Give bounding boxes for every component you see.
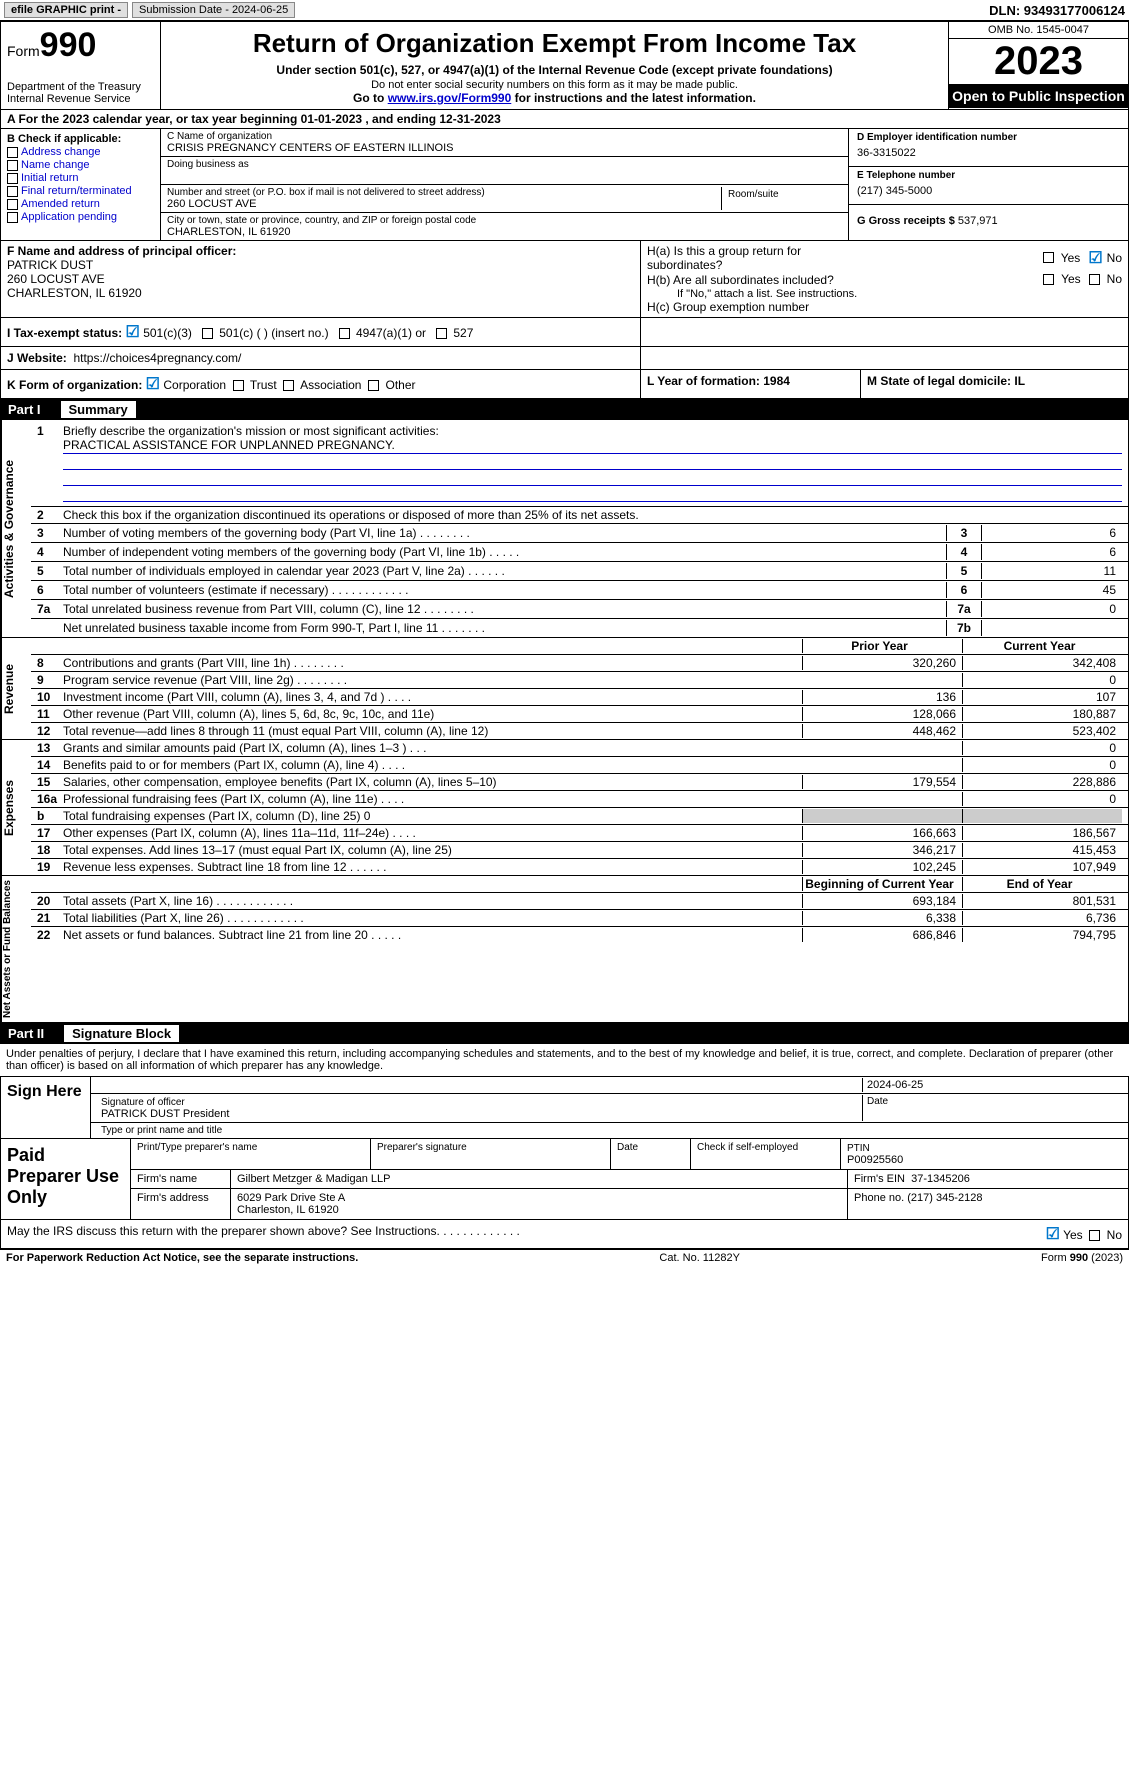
chk-name-change[interactable]: Name change bbox=[7, 159, 154, 171]
paid-preparer-block: Paid Preparer Use Only Print/Type prepar… bbox=[0, 1139, 1129, 1220]
check-icon: ☑ bbox=[1046, 1226, 1060, 1243]
irs-link[interactable]: www.irs.gov/Form990 bbox=[388, 91, 512, 105]
topbar: efile GRAPHIC print - Submission Date - … bbox=[0, 0, 1129, 21]
org-street: 260 LOCUST AVE bbox=[167, 198, 721, 210]
summary-line: 5Total number of individuals employed in… bbox=[31, 561, 1128, 580]
summary-line: 21Total liabilities (Part X, line 26) . … bbox=[31, 909, 1128, 926]
form-header: Form990 Department of the TreasuryIntern… bbox=[0, 21, 1129, 110]
part2-header: Part IISignature Block bbox=[0, 1023, 1129, 1044]
perjury-declaration: Under penalties of perjury, I declare th… bbox=[0, 1044, 1129, 1076]
dept-treasury: Department of the TreasuryInternal Reven… bbox=[7, 81, 154, 105]
firm-ein: 37-1345206 bbox=[911, 1173, 970, 1185]
efile-button[interactable]: efile GRAPHIC print - bbox=[4, 2, 128, 18]
summary-line: 20Total assets (Part X, line 16) . . . .… bbox=[31, 892, 1128, 909]
summary-line: 15Salaries, other compensation, employee… bbox=[31, 773, 1128, 790]
chk-final-return[interactable]: Final return/terminated bbox=[7, 185, 154, 197]
org-name: CRISIS PREGNANCY CENTERS OF EASTERN ILLI… bbox=[167, 142, 842, 154]
chk-amended-return[interactable]: Amended return bbox=[7, 198, 154, 210]
row-a-tax-year: A For the 2023 calendar year, or tax yea… bbox=[0, 110, 1129, 129]
open-to-public: Open to Public Inspection bbox=[949, 84, 1128, 108]
part1-header: Part ISummary bbox=[0, 399, 1129, 420]
website-url[interactable]: https://choices4pregnancy.com/ bbox=[73, 351, 241, 365]
summary-line: 6Total number of volunteers (estimate if… bbox=[31, 580, 1128, 599]
row-k-form-org: K Form of organization: ☑ Corporation Tr… bbox=[0, 370, 1129, 399]
box-d: D Employer identification number 36-3315… bbox=[848, 129, 1128, 240]
chk-address-change[interactable]: Address change bbox=[7, 146, 154, 158]
summary-line: 9Program service revenue (Part VIII, lin… bbox=[31, 671, 1128, 688]
part1-revenue: Revenue Prior YearCurrent Year 8Contribu… bbox=[0, 638, 1129, 740]
row-j-website: J Website: https://choices4pregnancy.com… bbox=[0, 347, 1129, 370]
chk-application-pending[interactable]: Application pending bbox=[7, 211, 154, 223]
check-icon: ☑ bbox=[146, 376, 160, 393]
box-c: C Name of organization CRISIS PREGNANCY … bbox=[161, 129, 848, 240]
tax-year: 2023 bbox=[949, 39, 1128, 84]
mission-text: PRACTICAL ASSISTANCE FOR UNPLANNED PREGN… bbox=[63, 438, 1122, 454]
form-link-row: Go to www.irs.gov/Form990 for instructio… bbox=[169, 91, 940, 105]
ptin: P00925560 bbox=[847, 1154, 903, 1166]
summary-line: 14Benefits paid to or for members (Part … bbox=[31, 756, 1128, 773]
check-icon: ☑ bbox=[1088, 248, 1102, 268]
form-title: Return of Organization Exempt From Incom… bbox=[169, 28, 940, 59]
form-subtitle: Under section 501(c), 527, or 4947(a)(1)… bbox=[169, 63, 940, 77]
summary-line: 7aTotal unrelated business revenue from … bbox=[31, 599, 1128, 618]
firm-phone: (217) 345-2128 bbox=[907, 1192, 982, 1204]
gross-receipts: 537,971 bbox=[958, 215, 998, 227]
summary-line: 22Net assets or fund balances. Subtract … bbox=[31, 926, 1128, 943]
summary-line: 11Other revenue (Part VIII, column (A), … bbox=[31, 705, 1128, 722]
officer-name: PATRICK DUST bbox=[7, 258, 93, 272]
summary-line: 4Number of independent voting members of… bbox=[31, 542, 1128, 561]
firm-name: Gilbert Metzger & Madigan LLP bbox=[231, 1170, 848, 1188]
chk-initial-return[interactable]: Initial return bbox=[7, 172, 154, 184]
org-city: CHARLESTON, IL 61920 bbox=[167, 226, 842, 238]
ein: 36-3315022 bbox=[857, 143, 1120, 163]
part1-expenses: Expenses 13Grants and similar amounts pa… bbox=[0, 740, 1129, 876]
summary-line: Net unrelated business taxable income fr… bbox=[31, 618, 1128, 637]
summary-line: 10Investment income (Part VIII, column (… bbox=[31, 688, 1128, 705]
check-icon: ☑ bbox=[126, 324, 140, 341]
submission-date: Submission Date - 2024-06-25 bbox=[132, 2, 295, 18]
sign-here-block: Sign Here 2024-06-25 Signature of office… bbox=[0, 1076, 1129, 1139]
summary-line: 16aProfessional fundraising fees (Part I… bbox=[31, 790, 1128, 807]
dln: DLN: 93493177006124 bbox=[989, 3, 1125, 18]
form-number: Form990 bbox=[7, 26, 154, 65]
summary-line: 13Grants and similar amounts paid (Part … bbox=[31, 740, 1128, 756]
summary-line: 19Revenue less expenses. Subtract line 1… bbox=[31, 858, 1128, 875]
summary-line: bTotal fundraising expenses (Part IX, co… bbox=[31, 807, 1128, 824]
sig-date: 2024-06-25 bbox=[862, 1078, 1122, 1092]
summary-line: 18Total expenses. Add lines 13–17 (must … bbox=[31, 841, 1128, 858]
summary-line: 12Total revenue—add lines 8 through 11 (… bbox=[31, 722, 1128, 739]
part1-netassets: Net Assets or Fund Balances Beginning of… bbox=[0, 876, 1129, 1023]
row-i-tax-status: I Tax-exempt status: ☑ 501(c)(3) 501(c) … bbox=[0, 318, 1129, 347]
header-grid: B Check if applicable: Address change Na… bbox=[0, 129, 1129, 241]
telephone: (217) 345-5000 bbox=[857, 181, 1120, 201]
omb-number: OMB No. 1545-0047 bbox=[949, 22, 1128, 39]
discuss-row: May the IRS discuss this return with the… bbox=[0, 1220, 1129, 1249]
officer-sig: PATRICK DUST President bbox=[101, 1108, 229, 1120]
summary-line: 3Number of voting members of the governi… bbox=[31, 523, 1128, 542]
part1-governance: Activities & Governance 1Briefly describ… bbox=[0, 420, 1129, 638]
summary-line: 17Other expenses (Part IX, column (A), l… bbox=[31, 824, 1128, 841]
row-f-h: F Name and address of principal officer:… bbox=[0, 241, 1129, 318]
page-footer: For Paperwork Reduction Act Notice, see … bbox=[0, 1249, 1129, 1266]
box-b: B Check if applicable: Address change Na… bbox=[1, 129, 161, 240]
summary-line: 8Contributions and grants (Part VIII, li… bbox=[31, 654, 1128, 671]
form-ssn-note: Do not enter social security numbers on … bbox=[169, 79, 940, 91]
